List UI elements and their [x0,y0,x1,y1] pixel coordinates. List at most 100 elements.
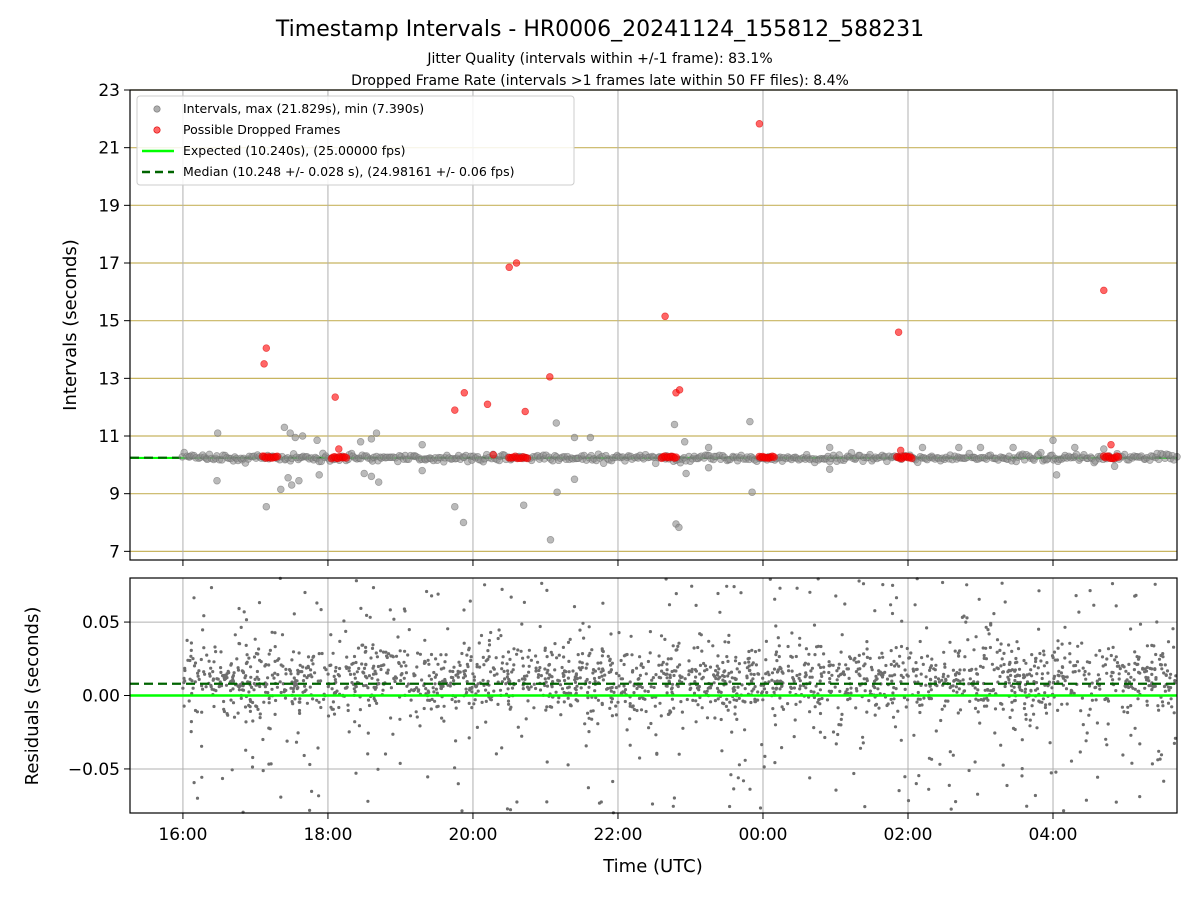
residual-point [1058,674,1061,677]
residual-point [1054,771,1057,774]
residual-point [499,634,502,637]
residual-point [1029,719,1032,722]
residual-point [828,660,831,663]
residual-point [653,686,656,689]
residual-point [879,671,882,674]
residual-point [798,673,801,676]
residual-point [775,687,778,690]
chart-title: Timestamp Intervals - HR0006_20241124_15… [275,17,924,42]
residual-point [432,671,435,674]
residual-point [703,669,706,672]
residual-point [473,679,476,682]
residual-point [734,656,737,659]
residual-point [432,690,435,693]
residual-point [1157,709,1160,712]
residual-point [495,656,498,659]
residual-point [1124,670,1127,673]
residual-point [1096,680,1099,683]
residual-point [346,686,349,689]
residual-point [413,688,416,691]
residual-point [822,652,825,655]
residual-point [1159,663,1162,666]
residual-point [750,673,753,676]
residual-point [371,643,374,646]
residual-point [738,763,741,766]
residual-point [497,637,500,640]
residual-point [586,712,589,715]
residual-point [433,682,436,685]
interval-outlier-point [451,503,458,510]
residual-point [676,665,679,668]
residual-point [970,668,973,671]
residual-point [930,697,933,700]
residual-point [188,699,191,702]
residual-point [1104,738,1107,741]
residual-point [238,642,241,645]
dropped-frame-point [524,455,531,462]
residual-point [890,663,893,666]
residual-point [1078,669,1081,672]
residual-point [404,664,407,667]
residual-point [1044,703,1047,706]
residual-point [460,809,463,812]
residual-point [415,710,418,713]
residual-point [601,647,604,650]
residual-point [1050,771,1053,774]
residual-point [546,671,549,674]
residual-point [617,674,620,677]
residual-point [858,579,861,582]
interval-outlier-point [1053,472,1060,479]
residual-point [596,662,599,665]
residual-point [1060,671,1063,674]
residual-point [526,699,529,702]
residual-point [993,668,996,671]
residual-point [843,602,846,605]
residual-point [952,689,955,692]
residual-point [743,661,746,664]
residual-point [578,666,581,669]
residual-point [787,645,790,648]
residual-point [1023,675,1026,678]
interval-outlier-point [368,473,375,480]
residual-point [544,677,547,680]
residual-point [196,797,199,800]
residual-point [397,661,400,664]
residual-point [317,794,320,797]
residual-point [725,585,728,588]
residual-point [212,705,215,708]
residual-point [1130,685,1133,688]
residual-point [1152,644,1155,647]
residual-point [222,700,225,703]
residual-point [996,651,999,654]
residual-point [927,788,930,791]
residual-point [506,669,509,672]
dropped-frame-point [343,454,350,461]
residual-point [237,669,240,672]
residual-point [640,662,643,665]
residual-point [752,661,755,664]
residual-point [349,673,352,676]
residual-point [482,656,485,659]
residual-point [546,655,549,658]
residual-point [1146,644,1149,647]
residual-point [223,710,226,713]
residual-point [319,706,322,709]
residual-point [483,583,486,586]
residual-point [1154,653,1157,656]
residual-point [523,601,526,604]
residual-point [1082,667,1085,670]
residual-point [1115,801,1118,804]
residual-point [1121,706,1124,709]
dropped-frame-point [261,361,268,368]
residual-point [389,716,392,719]
residual-point [512,647,515,650]
residual-point [329,633,332,636]
residual-point [819,712,822,715]
residual-point [635,687,638,690]
residual-point [238,688,241,691]
residual-point [907,657,910,660]
residual-point [812,726,815,729]
residual-point [673,796,676,799]
residual-point [269,649,272,652]
residual-point [274,713,277,716]
